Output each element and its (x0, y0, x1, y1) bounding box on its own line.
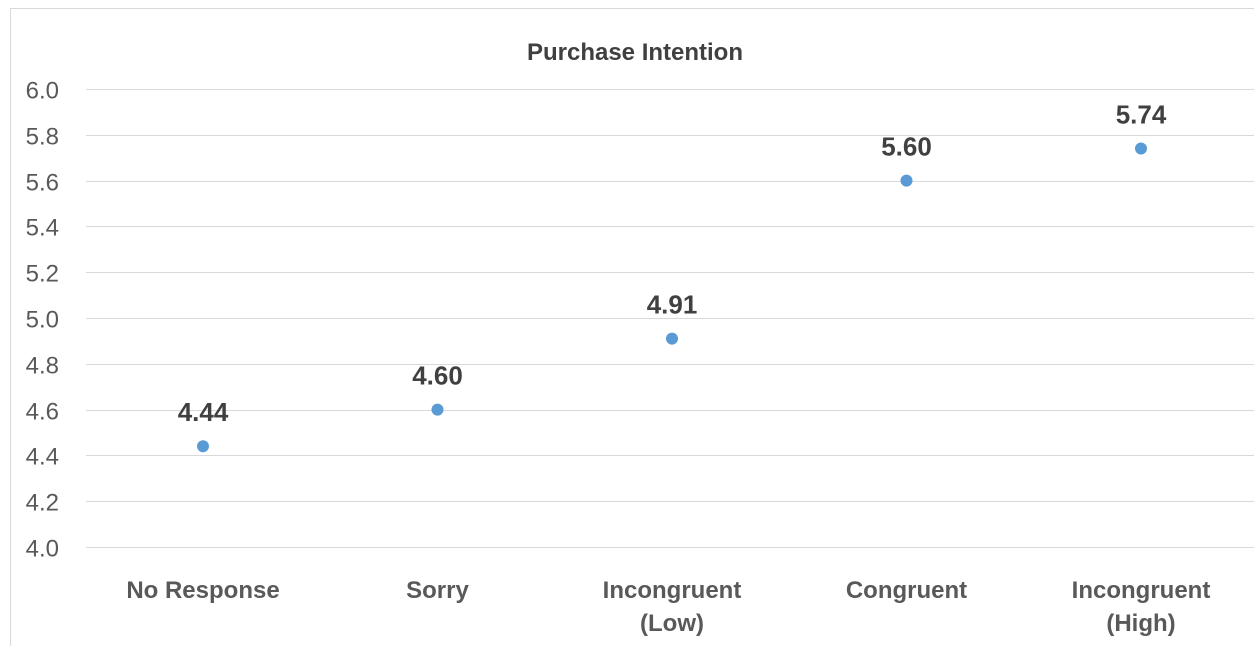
x-tick-label-0: No Response (126, 577, 279, 604)
data-label-4: 5.74 (1116, 100, 1167, 130)
data-point-2 (666, 332, 678, 345)
y-axis-tick-labels: 4.0 4.2 4.4 4.6 4.8 5.0 5.2 5.4 5.6 5.8 6.0 (26, 78, 59, 563)
data-points (197, 142, 1147, 453)
data-label-0: 4.44 (178, 397, 229, 427)
x-axis-category-labels: No Response Sorry Incongruent (Low) Congruen… (126, 577, 1210, 637)
x-tick-label-2: Incongruent (Low) (603, 577, 742, 637)
y-tick-label-9: 5.8 (26, 124, 59, 151)
x-tick-label-4: Incongruent (High) (1072, 577, 1211, 637)
data-label-3: 5.60 (881, 132, 932, 162)
data-point-3 (900, 174, 913, 187)
data-label-1: 4.60 (412, 361, 463, 391)
y-tick-label-4: 4.8 (26, 353, 59, 380)
y-tick-label-7: 5.4 (26, 215, 59, 242)
x-tick-label-1: Sorry (406, 577, 469, 604)
data-point-1 (431, 403, 444, 416)
gridlines (86, 89, 1254, 548)
y-tick-label-1: 4.2 (26, 490, 59, 517)
y-tick-label-10: 6.0 (26, 78, 59, 105)
y-tick-label-3: 4.6 (26, 399, 59, 426)
data-point-0 (197, 440, 209, 453)
data-labels: 4.44 4.60 4.91 5.60 5.74 (178, 100, 1167, 428)
y-tick-label-6: 5.2 (26, 261, 59, 288)
data-label-2: 4.91 (647, 290, 698, 320)
data-point-4 (1135, 142, 1147, 155)
y-tick-label-0: 4.0 (26, 536, 59, 563)
y-tick-label-8: 5.6 (26, 170, 59, 197)
y-tick-label-2: 4.4 (26, 444, 59, 471)
y-tick-label-5: 5.0 (26, 307, 59, 334)
chart-title: Purchase Intention (527, 39, 743, 66)
x-tick-label-3: Congruent (846, 577, 967, 604)
